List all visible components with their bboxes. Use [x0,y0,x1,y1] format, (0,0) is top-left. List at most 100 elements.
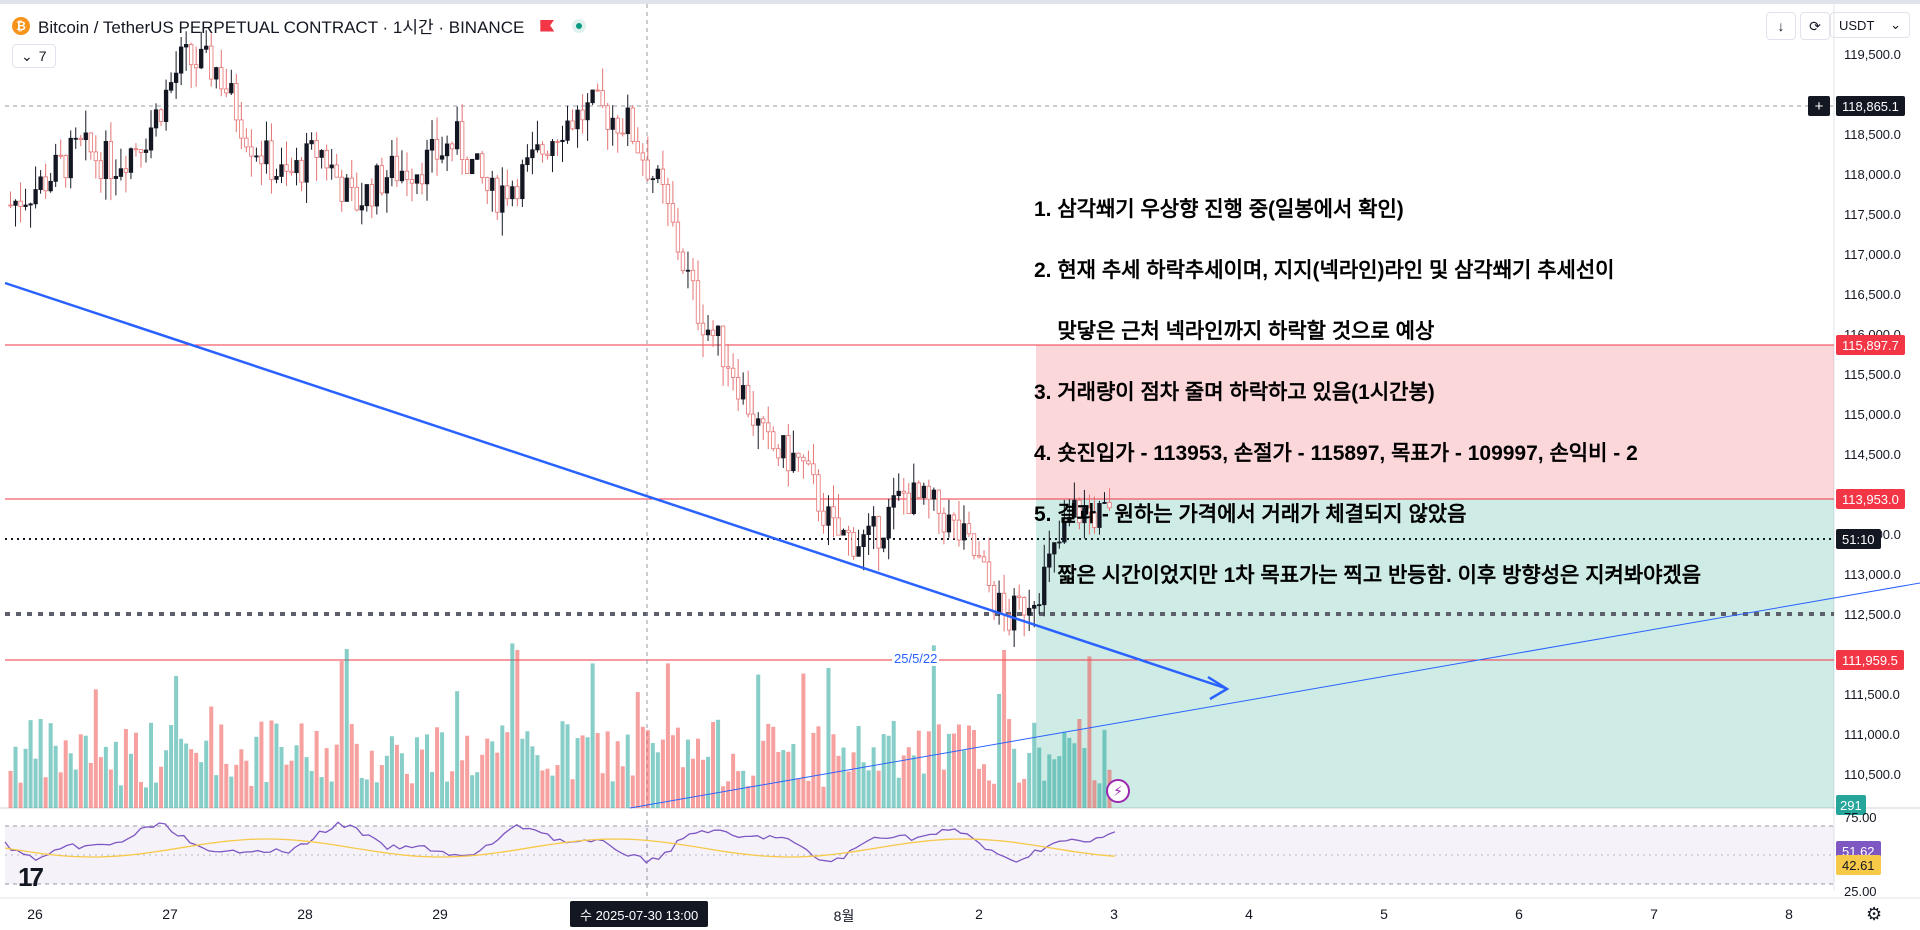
trade-notes[interactable]: 1. 삼각쐐기 우상향 진행 중(일봉에서 확인) 2. 현재 추세 하락추세이… [1034,160,1701,627]
volume-bar [1042,780,1047,808]
volume-bar [133,732,138,808]
volume-bar [650,743,655,808]
candle-body [806,460,811,465]
candle-body [735,377,741,400]
volume-bar [921,773,926,808]
candle-body [475,153,480,160]
candle-body [665,184,671,204]
risk-zone [1036,345,1834,499]
candle-body [239,119,244,139]
descending-trendline[interactable] [4,281,1226,690]
candle-body [304,143,309,183]
flag-icon[interactable] [540,19,555,32]
volume-bar [670,735,675,808]
time-label: 3 [1110,906,1118,922]
candle-body [369,184,374,207]
volume-bar [791,744,796,808]
candle-body [901,490,906,494]
time-label: 26 [27,906,43,922]
price-label: 114,500.0 [1844,447,1901,462]
candle-body [720,325,726,368]
candle-body [1037,604,1042,607]
candle-body [349,177,354,188]
volume-bar [685,739,690,808]
volume-bar [861,762,866,808]
volume-bar [485,738,490,808]
volume-bar [455,691,460,808]
candle-body [143,149,149,153]
candle-body [38,176,43,190]
volume-bar [595,732,600,808]
candle-body [1077,499,1082,524]
volume-bar [229,776,234,808]
volume-bar [419,749,425,808]
volume-bar [645,730,650,808]
candle-body [961,523,967,541]
symbol-label[interactable]: Bitcoin / TetherUS PERPETUAL CONTRACT · … [38,18,525,37]
volume-bar [404,773,409,808]
candle-body [279,164,284,177]
time-label: 28 [297,906,313,922]
candle-body [465,159,470,175]
volume-bar [1032,722,1037,808]
candle-body [68,137,73,179]
candle-body [796,452,801,458]
volume-bar [630,775,635,808]
price-label: 118,500.0 [1844,127,1901,142]
candle-body [419,174,425,185]
volume-bar [675,727,680,808]
candle-body [530,149,535,159]
chart-header: ₿ Bitcoin / TetherUS PERPETUAL CONTRACT … [0,0,1830,48]
time-label: 27 [162,906,178,922]
candle-body [384,177,390,194]
candle-body [791,452,796,472]
candle-body [886,506,891,539]
tradingview-logo[interactable]: 17 [18,862,44,892]
volume-bar [701,759,706,808]
symbol-title[interactable]: ₿ Bitcoin / TetherUS PERPETUAL CONTRACT … [12,13,587,38]
currency-select[interactable]: USDT ⌄ [1830,12,1910,38]
note-line: 2. 현재 추세 하락추세이며, 지지(넥라인)라인 및 삼각쐐기 추세선이 [1034,259,1615,282]
candle-body [324,149,329,169]
candle-body [309,140,314,145]
price-label: 115,500.0 [1844,367,1901,382]
volume-bar [550,775,555,808]
lightning-icon[interactable]: ⚡ [1106,779,1130,803]
settings-gear-icon[interactable]: ⚙ [1866,904,1883,924]
candle-body [23,204,28,207]
candle-body [826,506,831,526]
volume-bar [711,721,716,808]
candle-body [996,592,1002,613]
volume-bar [78,734,83,808]
candle-body [771,431,776,450]
rsi-ma-line [4,838,1116,858]
add-alert-plus-icon[interactable]: + [1808,96,1830,116]
volume-bar [916,730,921,808]
candle-body [1107,501,1112,509]
candle-body [374,165,379,207]
price-label: 112,500.0 [1844,607,1901,622]
candle-body [354,186,359,211]
candle-body [851,532,856,557]
candle-body [224,88,229,94]
ascending-wedge-line[interactable] [629,582,1920,809]
refresh-button[interactable]: ⟳ [1800,12,1830,40]
candle-body [525,157,530,166]
volume-bar [846,771,851,808]
volume-bar [294,745,299,808]
candle-body [389,155,395,179]
indicators-toggle[interactable]: ⌄ 7 [12,44,56,68]
volume-bar [414,737,419,808]
crosshair-date-tag: 수 2025-07-30 13:00 [570,901,709,927]
volume-bar [941,769,946,808]
candle-body [364,184,369,207]
volume-bar [660,739,665,808]
volume-bar [269,720,274,808]
candle-body [660,168,666,185]
volume-bar [349,724,354,808]
download-button[interactable]: ↓ [1766,12,1796,40]
volume-bar [891,720,896,808]
candle-body [495,177,500,213]
candle-body [414,174,420,184]
